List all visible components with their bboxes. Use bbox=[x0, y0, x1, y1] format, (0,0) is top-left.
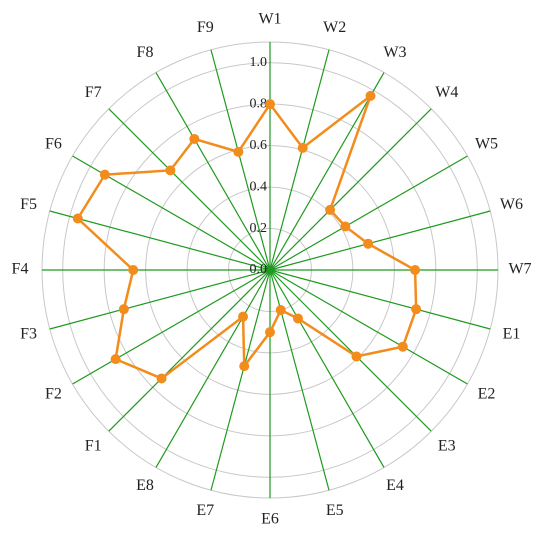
category-label: F9 bbox=[197, 19, 214, 36]
spoke bbox=[269, 269, 491, 330]
category-label: F8 bbox=[137, 44, 154, 61]
tick-label: 0.2 bbox=[250, 221, 268, 236]
data-point bbox=[99, 169, 110, 180]
category-label: W3 bbox=[383, 44, 406, 61]
data-point bbox=[410, 265, 421, 275]
category-label: W4 bbox=[435, 84, 458, 101]
data-point bbox=[297, 142, 308, 153]
spoke bbox=[269, 72, 385, 271]
category-label: F7 bbox=[85, 84, 102, 101]
data-point bbox=[238, 311, 249, 322]
category-label: F2 bbox=[45, 386, 62, 403]
category-label: E3 bbox=[438, 437, 456, 454]
category-label: F5 bbox=[20, 196, 37, 213]
data-point bbox=[265, 327, 275, 338]
data-point bbox=[325, 204, 336, 215]
category-label: E7 bbox=[196, 502, 214, 519]
spoke bbox=[155, 269, 271, 468]
data-point bbox=[165, 165, 176, 176]
data-point bbox=[411, 304, 422, 315]
data-point bbox=[128, 265, 139, 275]
category-label: E8 bbox=[136, 477, 154, 494]
category-label: F1 bbox=[85, 437, 102, 454]
data-point bbox=[265, 99, 275, 110]
data-point bbox=[340, 221, 351, 232]
spoke bbox=[269, 49, 330, 271]
data-point bbox=[351, 351, 362, 362]
data-point bbox=[156, 373, 167, 384]
spoke bbox=[108, 269, 271, 432]
category-label: W5 bbox=[475, 136, 498, 153]
spoke bbox=[269, 210, 491, 271]
spoke bbox=[269, 269, 432, 432]
tick-label: 0.0 bbox=[250, 262, 268, 277]
category-label: E1 bbox=[503, 325, 521, 342]
tick-label: 0.6 bbox=[250, 138, 268, 153]
category-label: F6 bbox=[45, 136, 62, 153]
data-point bbox=[275, 305, 286, 316]
data-point bbox=[189, 133, 200, 144]
spoke bbox=[210, 49, 271, 271]
spoke bbox=[269, 269, 468, 385]
data-point bbox=[72, 213, 83, 224]
data-point bbox=[292, 313, 303, 324]
category-label: E4 bbox=[386, 477, 404, 494]
category-label: F3 bbox=[20, 325, 37, 342]
data-point bbox=[397, 341, 408, 352]
spoke bbox=[108, 108, 271, 271]
category-label: E6 bbox=[261, 511, 279, 528]
category-label: W6 bbox=[500, 196, 523, 213]
tick-label: 0.8 bbox=[250, 96, 268, 111]
spoke bbox=[49, 210, 271, 271]
category-label: E5 bbox=[326, 502, 344, 519]
spoke bbox=[72, 269, 271, 385]
spoke bbox=[210, 269, 271, 491]
spoke bbox=[49, 269, 271, 330]
spoke bbox=[269, 269, 330, 491]
spoke bbox=[155, 72, 271, 271]
spoke bbox=[269, 269, 385, 468]
data-point bbox=[365, 90, 376, 101]
data-point bbox=[118, 304, 129, 315]
category-label: W2 bbox=[323, 19, 346, 36]
category-label: W1 bbox=[258, 11, 281, 28]
category-label: E2 bbox=[478, 386, 496, 403]
data-point bbox=[110, 354, 121, 365]
spoke bbox=[269, 108, 432, 271]
tick-label: 1.0 bbox=[250, 55, 268, 70]
spoke bbox=[269, 155, 468, 271]
series-line bbox=[76, 92, 418, 380]
data-point bbox=[363, 238, 374, 249]
data-point bbox=[233, 146, 244, 157]
tick-label: 0.4 bbox=[250, 179, 268, 194]
category-label: F4 bbox=[12, 261, 29, 278]
category-label: W7 bbox=[508, 261, 531, 278]
data-point bbox=[239, 361, 250, 372]
